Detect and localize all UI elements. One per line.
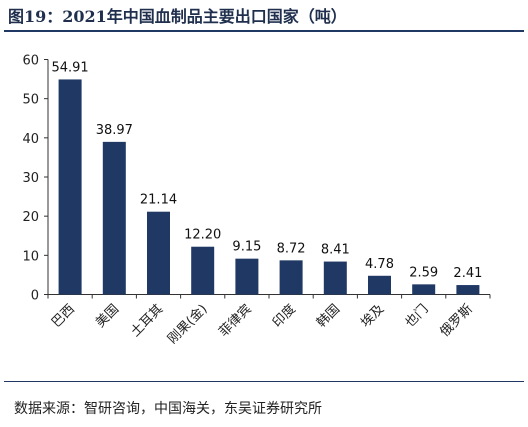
- data-label: 38.97: [96, 123, 133, 138]
- data-label: 21.14: [140, 193, 177, 208]
- x-tick-label: 美国: [93, 302, 122, 331]
- y-tick-label: 10: [22, 249, 39, 264]
- title-divider: [4, 30, 524, 32]
- x-tick-label: 印度: [269, 301, 299, 331]
- y-tick-label: 20: [22, 210, 39, 225]
- x-tick-label: 也门: [403, 302, 432, 331]
- x-tick-label: 埃及: [358, 302, 387, 331]
- bar-9: [412, 284, 436, 295]
- bar-1: [58, 79, 82, 295]
- data-label: 2.59: [409, 265, 438, 280]
- x-tick-label: 刚果(金): [164, 301, 210, 347]
- y-tick-label: 0: [31, 289, 39, 304]
- x-tick-label: 土耳其: [128, 302, 166, 340]
- data-label: 2.41: [453, 266, 482, 281]
- y-tick-label: 50: [22, 93, 39, 108]
- bar-3: [147, 211, 170, 295]
- y-tick-label: 60: [22, 54, 39, 69]
- y-tick-label: 40: [22, 132, 39, 147]
- bar-2: [102, 141, 126, 295]
- data-label: 8.41: [321, 243, 350, 258]
- bar-10: [456, 285, 480, 295]
- bar-chart: 0 10 20 30 40 50 60 54.91 巴西 38.97 美国 21.14 土耳其 12.20…: [22, 54, 491, 347]
- x-tick-label: 巴西: [49, 302, 78, 331]
- source-divider: [4, 381, 524, 382]
- bar-4: [191, 246, 215, 295]
- source-note: 数据来源：智研咨询，中国海关，东吴证券研究所: [14, 401, 322, 417]
- bar-7: [323, 261, 347, 295]
- figure-title: 图19：2021年中国血制品主要出口国家（吨）: [8, 7, 347, 26]
- data-label: 8.72: [277, 241, 306, 256]
- data-label: 9.15: [232, 240, 261, 255]
- data-label: 12.20: [184, 228, 221, 243]
- bar-8: [368, 275, 391, 295]
- data-label: 54.91: [51, 60, 88, 75]
- bar-5: [235, 258, 259, 295]
- x-tick-label: 韩国: [314, 302, 343, 331]
- x-tick-label: 俄罗斯: [438, 302, 476, 340]
- bar-6: [279, 260, 303, 295]
- x-tick-label: 菲律宾: [216, 301, 255, 340]
- y-tick-label: 30: [22, 171, 39, 186]
- data-label: 4.78: [365, 257, 394, 272]
